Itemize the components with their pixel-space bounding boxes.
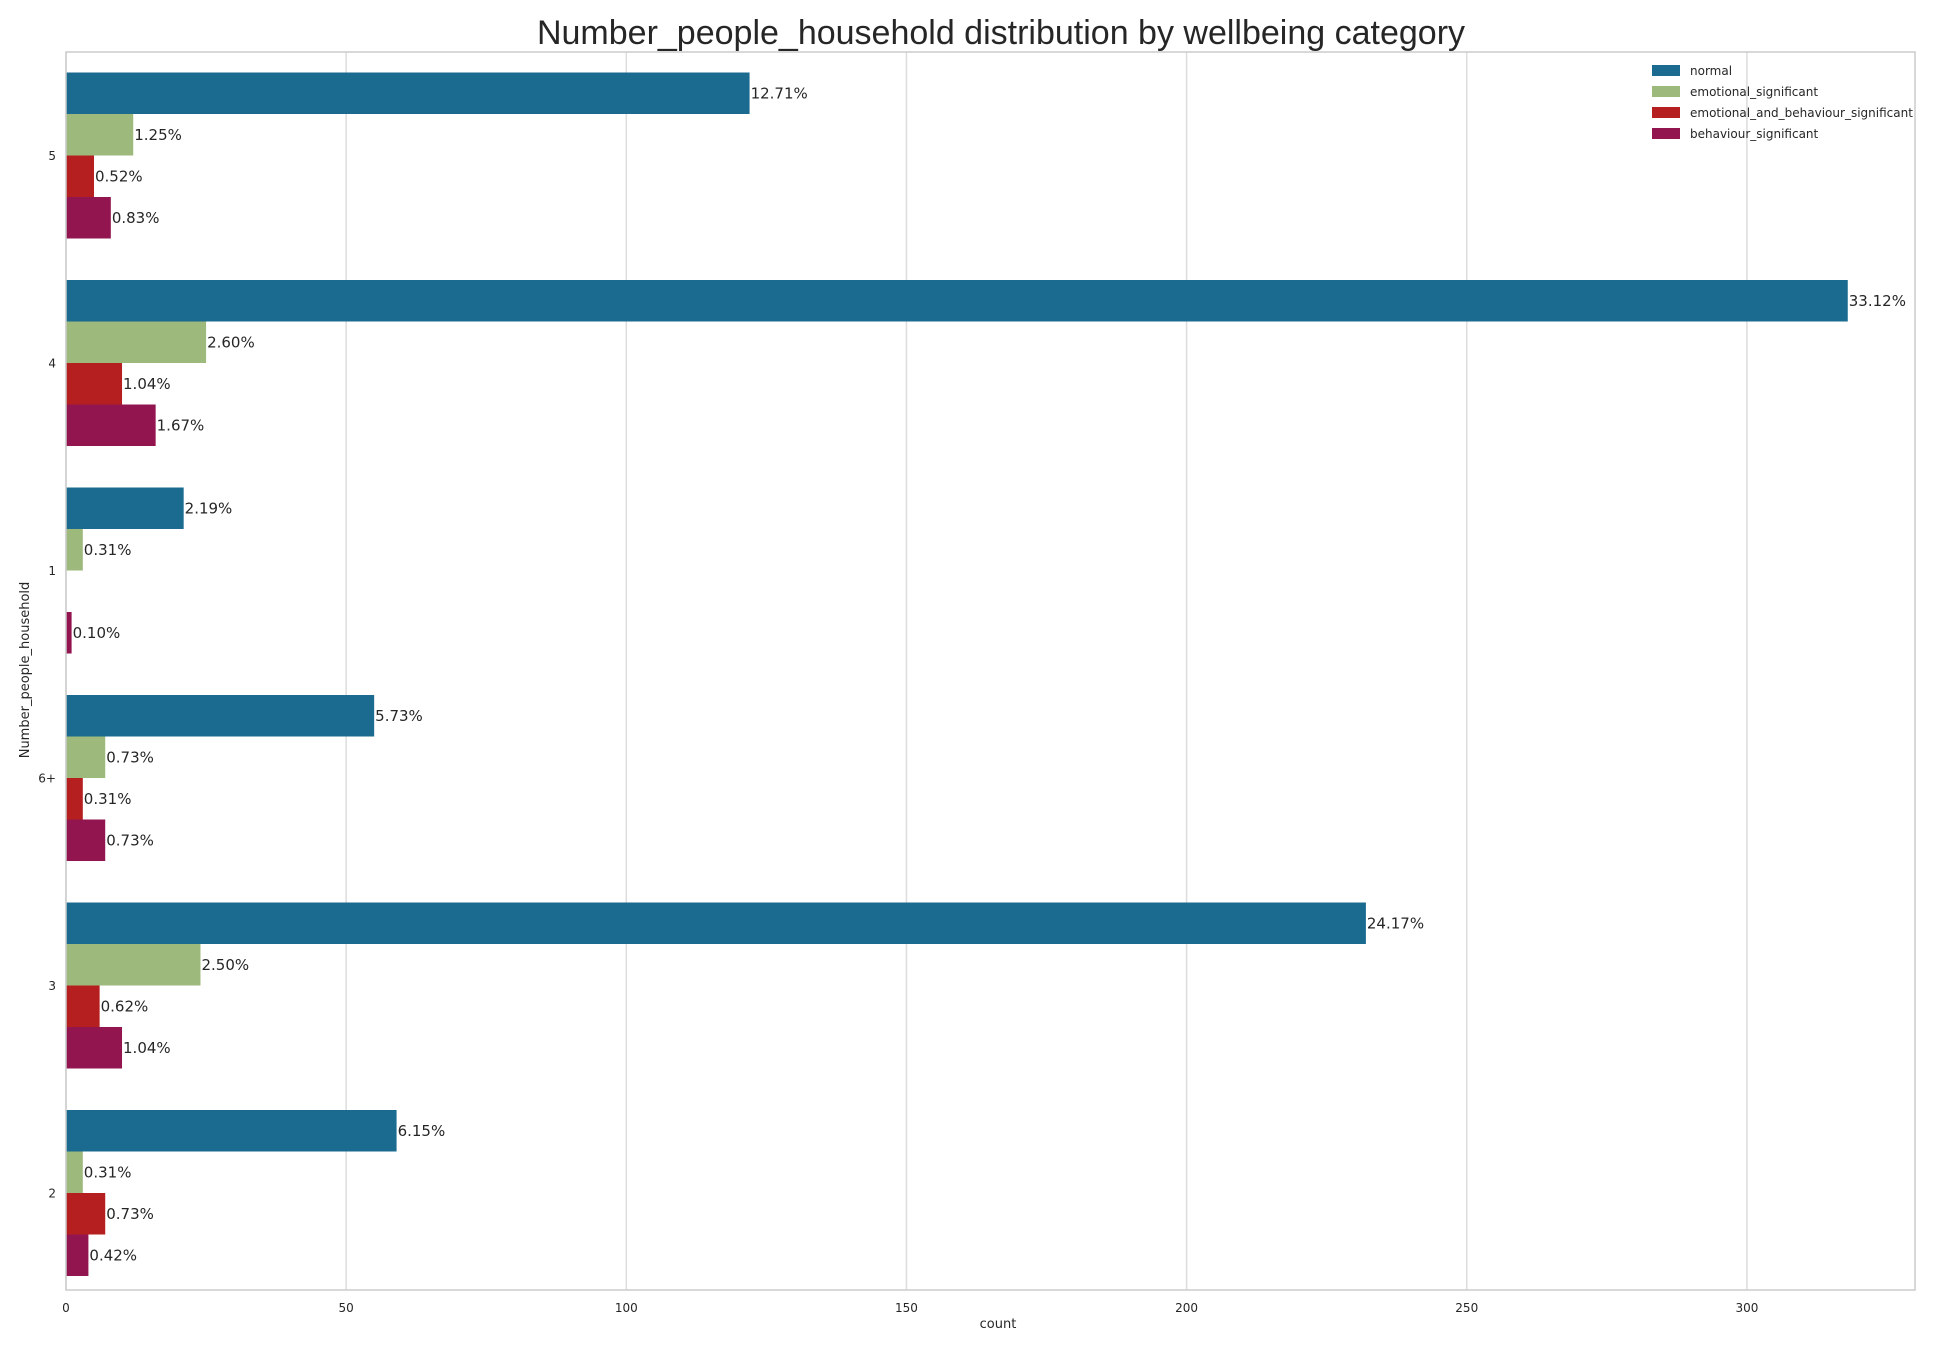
bar [66, 1151, 83, 1193]
data-label: 1.04% [123, 1039, 171, 1057]
data-label: 0.83% [112, 209, 160, 227]
x-tick-label: 200 [1175, 1301, 1198, 1315]
bar [66, 736, 106, 778]
x-tick-label: 100 [615, 1301, 638, 1315]
legend-entry: emotional_significant [1690, 85, 1818, 99]
data-label: 2.60% [207, 333, 255, 351]
data-label: 33.12% [1849, 292, 1906, 310]
y-tick-label: 4 [48, 356, 56, 370]
data-label: 0.31% [84, 1163, 132, 1181]
data-label: 0.73% [106, 831, 154, 849]
legend-swatch [1652, 128, 1680, 139]
y-tick-label: 6+ [38, 771, 56, 785]
plot-frame [65, 51, 1916, 1291]
y-axis-ticks: 5 4 1 6+ 3 2 [38, 149, 56, 1201]
data-label: 0.62% [101, 997, 149, 1015]
data-label: 0.73% [106, 748, 154, 766]
x-tick-label: 50 [339, 1301, 354, 1315]
bar [66, 1193, 106, 1235]
x-axis-label: count [980, 1317, 1017, 1332]
bar [66, 404, 156, 446]
data-label: 0.73% [106, 1205, 154, 1223]
bar [66, 695, 375, 737]
y-tick-label: 5 [48, 149, 56, 163]
legend-entry: normal [1690, 64, 1732, 78]
bar [66, 902, 1366, 944]
legend: normal emotional_significant emotional_and… [1652, 64, 1913, 141]
legend-entry: emotional_and_behaviour_significant [1690, 106, 1913, 120]
bar [66, 1027, 123, 1069]
data-label: 1.04% [123, 375, 171, 393]
bar [66, 778, 83, 820]
y-tick-label: 1 [48, 564, 56, 578]
legend-swatch [1652, 107, 1680, 118]
bar [66, 197, 111, 239]
legend-swatch [1652, 86, 1680, 97]
bar [66, 985, 100, 1027]
data-label: 0.31% [84, 541, 132, 559]
bar [66, 114, 134, 156]
y-tick-label: 3 [48, 979, 56, 993]
data-label: 0.31% [84, 790, 132, 808]
bar [66, 612, 72, 654]
bar [66, 1234, 89, 1276]
data-label: 5.73% [375, 707, 423, 725]
data-labels: 12.71% 1.25% 0.52% 0.83% 33.12% 2.60% 1.04% 1.6… [73, 84, 1906, 1264]
y-axis-label: Number_people_household [18, 582, 33, 759]
bar [66, 155, 95, 197]
data-label: 0.10% [73, 624, 121, 642]
bar [66, 363, 123, 405]
bar [66, 280, 1848, 322]
x-tick-label: 150 [895, 1301, 918, 1315]
x-axis-ticks: 0 50 100 150 200 250 300 [62, 1301, 1758, 1315]
legend-entry: behaviour_significant [1690, 127, 1819, 141]
data-label: 0.42% [89, 1246, 137, 1264]
legend-swatch [1652, 65, 1680, 76]
bars [66, 72, 1848, 1276]
data-label: 2.19% [185, 499, 233, 517]
data-label: 1.25% [134, 126, 182, 144]
bar [66, 1110, 397, 1152]
bar [66, 944, 201, 986]
data-label: 24.17% [1367, 914, 1424, 932]
bar [66, 529, 83, 571]
chart-title: Number_people_household distribution by … [537, 14, 1465, 52]
x-tick-label: 0 [62, 1301, 70, 1315]
bar [66, 487, 184, 529]
bar [66, 321, 207, 363]
data-label: 0.52% [95, 167, 143, 185]
x-tick-label: 250 [1455, 1301, 1478, 1315]
y-tick-label: 2 [48, 1186, 56, 1200]
data-label: 6.15% [398, 1122, 446, 1140]
data-label: 12.71% [751, 84, 808, 102]
x-tick-label: 300 [1735, 1301, 1758, 1315]
data-label: 1.67% [157, 416, 205, 434]
data-label: 2.50% [201, 956, 249, 974]
bar [66, 72, 750, 114]
bar [66, 819, 106, 861]
